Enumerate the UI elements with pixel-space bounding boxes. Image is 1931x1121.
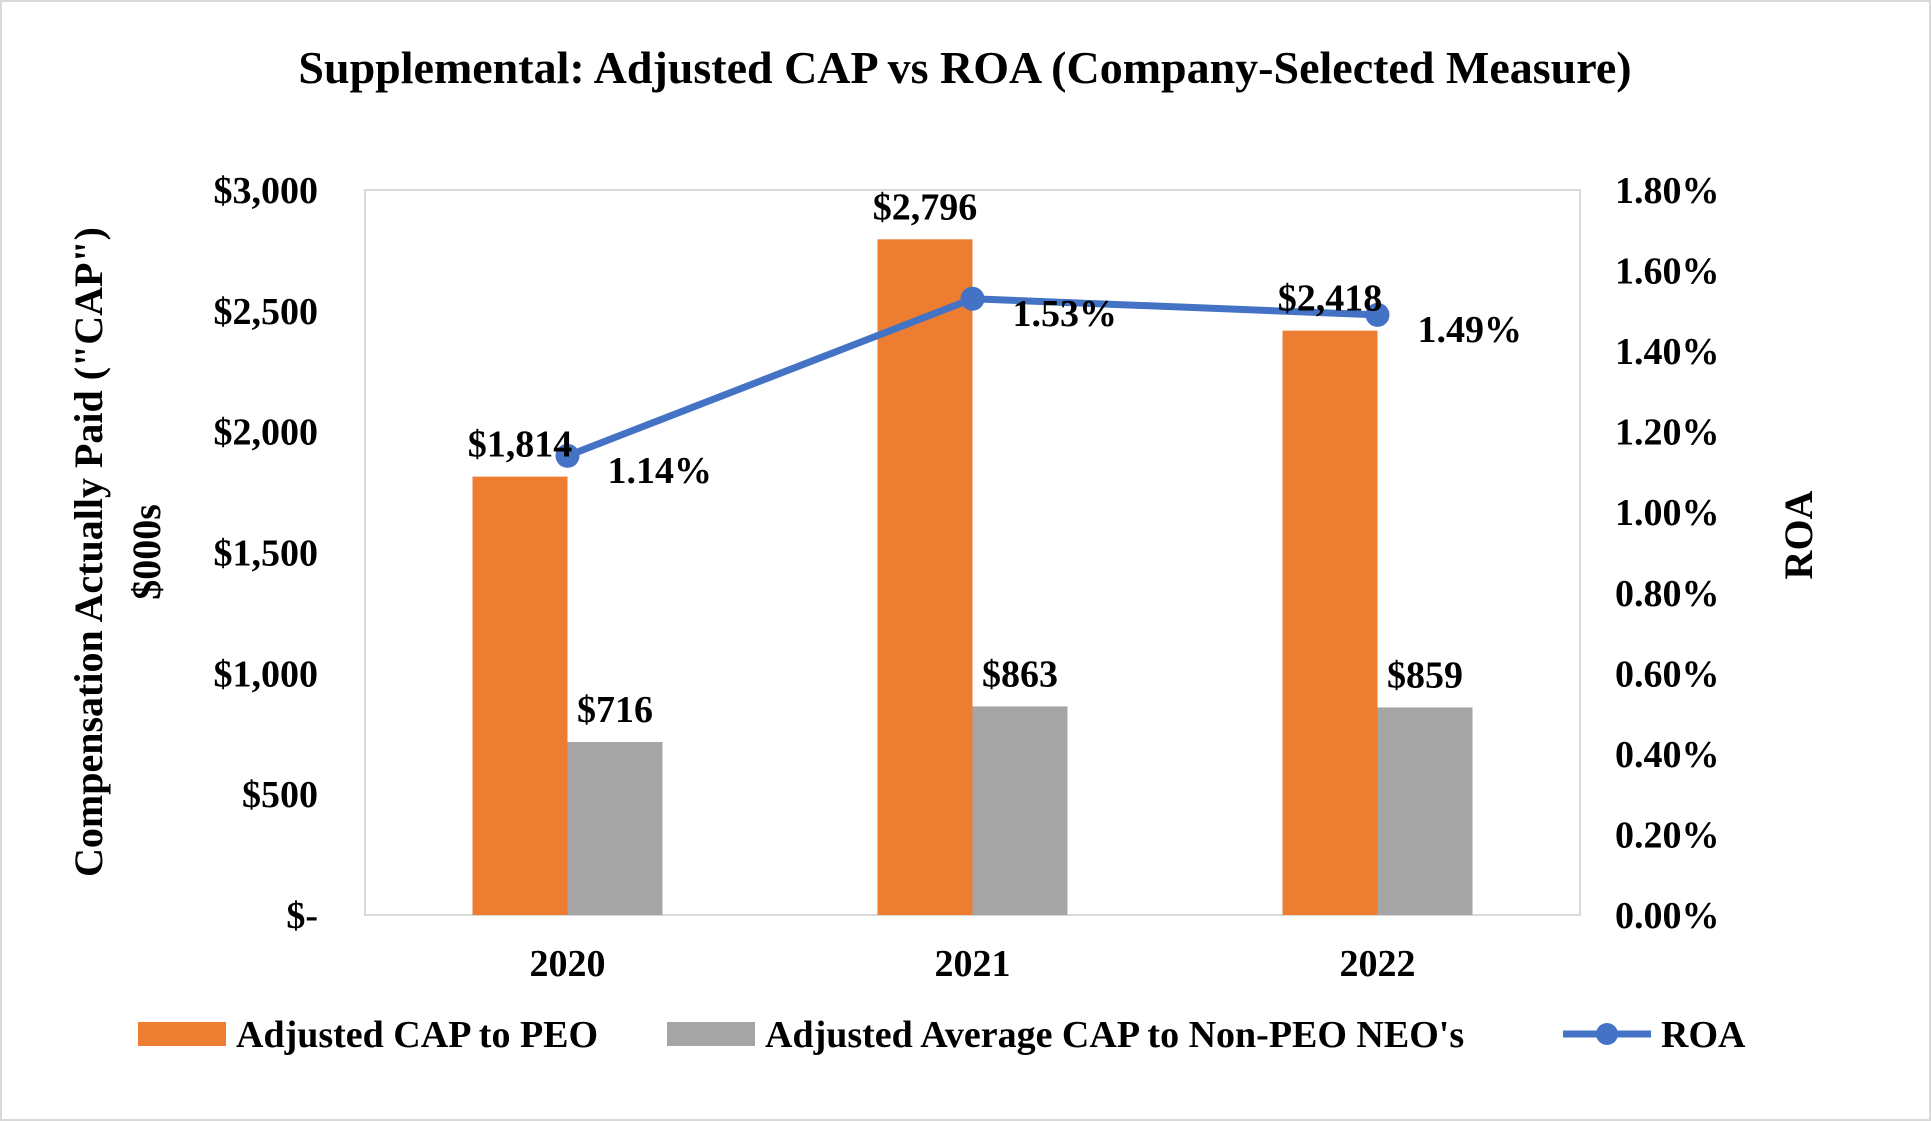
data-labels: $1,814 $2,796 $2,418 $716 $863 $859 1.14% 1.53%…	[468, 186, 1522, 731]
bar-label-peo-2021: $2,796	[873, 186, 978, 228]
bar-label-peo-2020: $1,814	[468, 424, 573, 466]
x-tick-label: 2022	[1340, 943, 1416, 985]
left-tick-label: $1,500	[214, 533, 319, 575]
roa-point-2022	[1365, 302, 1390, 327]
right-tick-label: 1.20%	[1615, 412, 1720, 454]
legend-swatch-roa-marker	[1596, 1023, 1618, 1045]
bar-peo-2022	[1282, 330, 1378, 915]
right-tick-label: 0.00%	[1615, 895, 1720, 937]
roa-point-2020	[555, 443, 580, 468]
x-axis-ticks: 2020 2021 2022	[530, 943, 1416, 985]
roa-point-2021	[960, 286, 985, 311]
roa-label-2021: 1.53%	[1013, 293, 1118, 335]
legend: Adjusted CAP to PEO Adjusted Average CAP …	[138, 1014, 1746, 1056]
right-tick-label: 1.80%	[1615, 170, 1720, 212]
bar-label-non-peo-2022: $859	[1387, 654, 1463, 696]
roa-line-layer	[555, 286, 1390, 468]
bar-non-peo-2020	[567, 741, 663, 915]
roa-label-2020: 1.14%	[608, 450, 713, 492]
right-tick-label: 1.60%	[1615, 251, 1720, 293]
bar-peo-2020	[472, 476, 568, 915]
left-axis-title-line1: Compensation Actually Paid ("CAP")	[66, 227, 111, 877]
left-axis-ticks: $- $500 $1,000 $1,500 $2,000 $2,500 $3,000	[214, 170, 319, 937]
left-tick-label: $-	[286, 895, 318, 937]
bar-non-peo-2022	[1377, 707, 1473, 915]
left-axis-title: Compensation Actually Paid ("CAP") $000s	[66, 227, 169, 877]
right-tick-label: 0.80%	[1615, 573, 1720, 615]
left-axis-title-line2: $000s	[124, 504, 169, 600]
bar-non-peo-2021	[972, 706, 1068, 915]
right-tick-label: 0.60%	[1615, 653, 1720, 695]
right-tick-label: 0.20%	[1615, 814, 1720, 856]
bar-label-peo-2022: $2,418	[1278, 278, 1383, 320]
legend-swatch-non-peo	[667, 1022, 755, 1046]
right-tick-label: 1.40%	[1615, 331, 1720, 373]
x-tick-label: 2020	[530, 943, 606, 985]
x-tick-label: 2021	[935, 943, 1011, 985]
right-axis-ticks: 0.00% 0.20% 0.40% 0.60% 0.80% 1.00% 1.20% 1.40%…	[1615, 170, 1720, 937]
bar-peo-2021	[877, 239, 973, 916]
legend-label-non-peo: Adjusted Average CAP to Non-PEO NEO's	[765, 1014, 1464, 1056]
left-tick-label: $500	[242, 774, 318, 816]
right-tick-label: 1.00%	[1615, 492, 1720, 534]
left-tick-label: $2,500	[214, 291, 319, 333]
bar-label-non-peo-2020: $716	[577, 689, 653, 731]
right-tick-label: 0.40%	[1615, 734, 1720, 776]
chart-title: Supplemental: Adjusted CAP vs ROA (Compa…	[298, 42, 1631, 93]
bars	[472, 239, 1473, 916]
roa-label-2022: 1.49%	[1418, 309, 1523, 351]
left-tick-label: $3,000	[214, 170, 319, 212]
left-tick-label: $1,000	[214, 653, 319, 695]
left-tick-label: $2,000	[214, 412, 319, 454]
bar-label-non-peo-2021: $863	[982, 653, 1058, 695]
legend-swatch-peo	[138, 1022, 226, 1046]
legend-label-roa: ROA	[1661, 1014, 1746, 1056]
legend-label-peo: Adjusted CAP to PEO	[236, 1014, 598, 1056]
right-axis-title: ROA	[1776, 490, 1821, 579]
